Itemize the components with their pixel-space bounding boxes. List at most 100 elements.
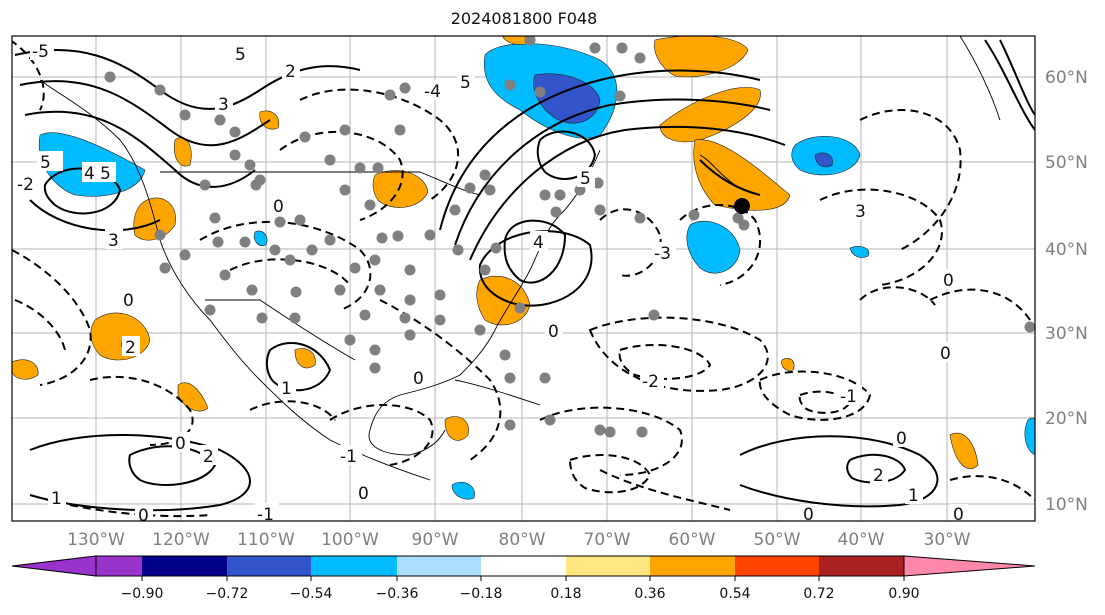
- colorbar-segment: [227, 556, 311, 576]
- lat-label: 50°N: [1045, 153, 1088, 173]
- lon-label: 60°W: [669, 530, 716, 550]
- contour-label-0c: 0: [175, 434, 186, 454]
- orange-region-newfoundland: [693, 139, 791, 211]
- orange-region-small-ne: [502, 36, 527, 45]
- colorbar-tick: −0.18: [460, 586, 503, 602]
- contour-label-neg1c: -1: [257, 505, 274, 525]
- orange-region-west-edge: [12, 359, 39, 380]
- lon-label: 30°W: [924, 530, 971, 550]
- contour-label-0g: 0: [803, 505, 814, 525]
- colorbar-segment: [735, 556, 819, 576]
- contour-label-2: 2: [285, 62, 296, 82]
- station-dots: [104, 36, 1035, 438]
- lat-label: 20°N: [1045, 409, 1088, 429]
- colorbar-segment: [819, 556, 904, 576]
- lat-label: 60°N: [1045, 68, 1088, 88]
- contour-label-5: 5: [40, 153, 51, 173]
- lon-label: 40°W: [838, 530, 885, 550]
- graticule: [12, 36, 1035, 521]
- map-title: 2024081800 F048: [450, 9, 598, 28]
- colorbar-segment: [311, 556, 397, 576]
- lon-label: 80°W: [499, 530, 546, 550]
- contour-label-0e: 0: [548, 322, 559, 342]
- contour-label-neg2: -2: [642, 372, 659, 392]
- contour-label-5b: 5: [100, 164, 111, 184]
- dashed-contours: [12, 40, 1035, 518]
- colorbar-tick: −0.90: [121, 586, 164, 602]
- lat-label: 30°N: [1045, 324, 1088, 344]
- contour-label-1: 1: [281, 379, 292, 399]
- colorbar-tick: 0.90: [888, 586, 919, 602]
- gulf-coast: [368, 394, 446, 456]
- contour-label-0i: 0: [943, 271, 954, 291]
- contour-label-neg1b: -1: [840, 387, 857, 407]
- contour-label-0: 0: [273, 197, 284, 217]
- blue-region-small-1: [849, 246, 870, 258]
- contour-label-3c: 3: [855, 202, 866, 222]
- contour-label-3: 3: [108, 231, 119, 251]
- lon-label: 90°W: [412, 530, 459, 550]
- contour-label-1c: 1: [908, 486, 919, 506]
- contour-label-4: 4: [533, 233, 544, 253]
- contour-label-0b: 0: [123, 291, 134, 311]
- latitude-labels: 60°N 50°N 40°N 30°N 20°N 10°N: [1045, 68, 1088, 515]
- lon-label: 70°W: [584, 530, 631, 550]
- blue-region-atlantic-2: [686, 220, 741, 274]
- contour-label-0l: 0: [953, 505, 964, 525]
- orange-region-north-atlantic: [654, 36, 749, 78]
- lon-label: 50°W: [754, 530, 801, 550]
- lat-label: 40°N: [1045, 240, 1088, 260]
- contour-label-2d: 2: [125, 338, 136, 358]
- lon-label: 100°W: [321, 530, 379, 550]
- orange-region-gulf-stream: [659, 87, 761, 143]
- newfoundland: [699, 154, 736, 186]
- orange-region-east-atlantic: [949, 432, 979, 470]
- colorbar-extend-right: [903, 555, 1036, 577]
- black-marker: [734, 198, 750, 214]
- contour-labels: 5 5 5 5 5 4 4 3 3 3 2 2 2 2: [15, 40, 968, 526]
- lat-label: 10°N: [1045, 495, 1088, 515]
- contour-label-neg4: -4: [424, 82, 441, 102]
- lon-label: 120°W: [152, 530, 210, 550]
- contour-label-neg1: -1: [340, 447, 357, 467]
- colorbar-tick: 0.54: [719, 586, 750, 602]
- lon-label: 110°W: [237, 530, 295, 550]
- plot-frame: [11, 35, 1036, 522]
- colorbar-segment: [397, 556, 481, 576]
- solid-contours: [14, 39, 1035, 512]
- orange-region-caribbean: [781, 358, 795, 371]
- orange-region-honduras: [444, 416, 469, 441]
- colorbar-tick: −0.36: [376, 586, 419, 602]
- blue-region-east-edge: [1024, 417, 1035, 456]
- blue-region-cuba: [451, 481, 475, 500]
- us-mexico-border: [205, 299, 356, 361]
- us-canada-border: [160, 171, 481, 196]
- contour-label-5e: 5: [235, 45, 246, 65]
- orange-region-mexico: [294, 348, 316, 369]
- lon-label: 130°W: [67, 530, 125, 550]
- colorbar-tick: −0.54: [290, 586, 333, 602]
- contour-label-0k: 0: [358, 484, 369, 504]
- contour-label-1b: 1: [51, 489, 62, 509]
- colorbar-tick: 0.18: [550, 586, 581, 602]
- contour-label-0d: 0: [413, 369, 424, 389]
- contour-label-0h: 0: [940, 344, 951, 364]
- blue-region-small-2: [253, 230, 268, 246]
- north-america-east-coast: [399, 149, 601, 396]
- darkblue-region-hudson: [533, 73, 601, 124]
- north-america-west-coast: [39, 79, 431, 481]
- contour-label-4b: 4: [84, 164, 95, 184]
- contour-label-3b: 3: [218, 95, 229, 115]
- contour-label-2b: 2: [203, 447, 214, 467]
- contour-label-neg5: -5: [32, 42, 49, 62]
- colorbar-segment: [481, 556, 566, 576]
- contour-label-neg3: -3: [654, 244, 671, 264]
- colorbar-ticks: −0.90 −0.72 −0.54 −0.36 −0.18 0.18 0.36 …: [121, 576, 920, 602]
- orange-region-pacific-small: [177, 382, 209, 412]
- contour-label-2c: 2: [873, 466, 884, 486]
- contour-label-0j: 0: [138, 506, 149, 526]
- greenland-coast: [959, 36, 1001, 121]
- contour-label-5c: 5: [460, 73, 471, 93]
- contour-label-0f: 0: [896, 429, 907, 449]
